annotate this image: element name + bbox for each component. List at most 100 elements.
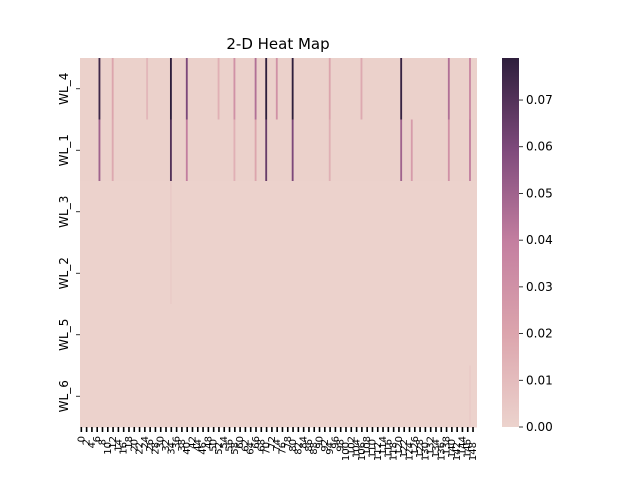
heatmap-cell — [217, 58, 220, 120]
x-tick-label: 2 — [82, 439, 93, 445]
x-tick-label: 24 — [140, 436, 151, 449]
x-tick-label: 100 — [341, 442, 352, 461]
x-tick-label: 90 — [315, 436, 326, 449]
x-tick-label: 102 — [346, 436, 357, 455]
x-tick-label: 110 — [367, 439, 378, 458]
heatmap-cell — [169, 181, 172, 243]
x-tick-label: 58 — [230, 442, 241, 455]
heatmap-cell — [98, 58, 101, 120]
x-tick-label: 138 — [442, 436, 453, 455]
x-tick-label: 70 — [262, 442, 273, 455]
heatmap-cell — [169, 242, 172, 305]
colorbar-tick-label: 0.01 — [526, 373, 553, 387]
heatmap-row-WL_6 — [80, 365, 477, 428]
heatmap-cell — [469, 365, 471, 428]
chart-title: 2-D Heat Map — [226, 35, 329, 53]
x-tick-label: 14 — [113, 439, 124, 452]
y-tick-label: WL_1 — [57, 134, 71, 166]
heatmap-cell — [185, 119, 188, 182]
x-tick-label: 122 — [399, 439, 410, 458]
x-tick-label: 18 — [124, 436, 135, 449]
heatmap-cell — [98, 119, 101, 182]
heatmap-cell — [360, 58, 363, 120]
x-tick-label: 42 — [187, 436, 198, 449]
x-tick-label: 114 — [378, 436, 389, 455]
x-tick-label: 116 — [383, 439, 394, 458]
y-axis-labels: WL_4 WL_1 WL_3 WL_2 WL_5 WL_6 — [57, 73, 80, 412]
x-tick-label: 112 — [373, 442, 384, 461]
x-tick-label: 22 — [135, 442, 146, 455]
heatmap-cell — [400, 58, 403, 120]
colorbar-tick-label: 0.02 — [526, 327, 553, 341]
heatmap-cell — [146, 58, 149, 120]
x-tick-label: 50 — [209, 439, 220, 452]
heatmap-cell — [328, 119, 331, 182]
x-tick-label: 108 — [362, 436, 373, 455]
colorbar-ticks: 0.00 0.01 0.02 0.03 0.04 0.05 0.06 0.07 — [519, 93, 553, 434]
x-tick-label: 12 — [108, 436, 119, 449]
x-tick-label: 130 — [420, 442, 431, 461]
colorbar — [502, 58, 519, 427]
heatmap-cell — [400, 119, 403, 182]
x-tick-label: 16 — [119, 442, 130, 455]
x-tick-label: 132 — [426, 436, 437, 455]
x-tick-label: 0 — [76, 436, 87, 442]
heatmap-cell — [111, 119, 114, 182]
x-tick-label: 30 — [156, 436, 167, 449]
x-tick-label: 142 — [452, 442, 463, 461]
x-tick-label: 28 — [150, 442, 161, 455]
y-tick-label: WL_4 — [57, 73, 71, 105]
x-tick-label: 134 — [431, 439, 442, 458]
x-tick-label: 26 — [145, 439, 156, 452]
x-tick-label: 84 — [299, 436, 310, 449]
heatmap-cell — [328, 58, 331, 120]
x-tick-label: 120 — [394, 436, 405, 455]
x-tick-label: 96 — [330, 436, 341, 449]
y-tick-label: WL_6 — [57, 380, 71, 412]
heatmap-row-WL_5 — [80, 304, 477, 366]
x-tick-label: 8 — [97, 439, 108, 445]
x-tick-label: 6 — [92, 436, 103, 442]
heatmap-cell — [169, 58, 172, 120]
x-tick-label: 98 — [336, 439, 347, 452]
x-tick-label: 82 — [293, 442, 304, 455]
x-tick-label: 94 — [325, 442, 336, 455]
x-tick-label: 144 — [457, 436, 468, 455]
x-tick-label: 92 — [320, 439, 331, 452]
heatmap-row-WL_3 — [80, 181, 477, 243]
colorbar-tick-label: 0.00 — [526, 420, 553, 434]
x-tick-label: 64 — [246, 442, 257, 455]
x-tick-label: 32 — [161, 439, 172, 452]
colorbar-tick-label: 0.04 — [526, 233, 553, 247]
colorbar-tick-label: 0.06 — [526, 140, 553, 154]
x-tick-label: 62 — [240, 439, 251, 452]
x-axis-ticks: 0246810121416182022242628303234363840424… — [76, 427, 479, 461]
x-tick-label: 60 — [235, 436, 246, 449]
x-tick-label: 86 — [304, 439, 315, 452]
heatmap-cell — [254, 58, 257, 120]
x-tick-label: 106 — [357, 442, 368, 461]
heatmap-cells — [80, 58, 477, 428]
x-tick-label: 52 — [214, 442, 225, 455]
x-tick-label: 36 — [172, 436, 183, 449]
x-tick-label: 54 — [219, 436, 230, 449]
x-tick-label: 76 — [277, 442, 288, 455]
heatmap-cell — [291, 58, 294, 120]
heatmap-cell — [233, 119, 236, 182]
x-tick-label: 46 — [198, 442, 209, 455]
heatmap-cell — [447, 119, 450, 182]
colorbar-tick-label: 0.03 — [526, 280, 553, 294]
heatmap-row-WL_1 — [80, 119, 477, 182]
heatmap-cell — [469, 119, 471, 182]
y-tick-label: WL_5 — [57, 319, 71, 351]
colorbar-tick-label: 0.07 — [526, 93, 553, 107]
y-tick-label: WL_2 — [57, 257, 71, 289]
x-tick-label: 136 — [436, 442, 447, 461]
x-tick-label: 124 — [405, 442, 416, 461]
x-tick-label: 118 — [389, 442, 400, 461]
heatmap-cell — [185, 58, 188, 120]
x-tick-label: 48 — [203, 436, 214, 449]
x-tick-label: 126 — [410, 436, 421, 455]
heatmap-cell — [233, 58, 236, 120]
